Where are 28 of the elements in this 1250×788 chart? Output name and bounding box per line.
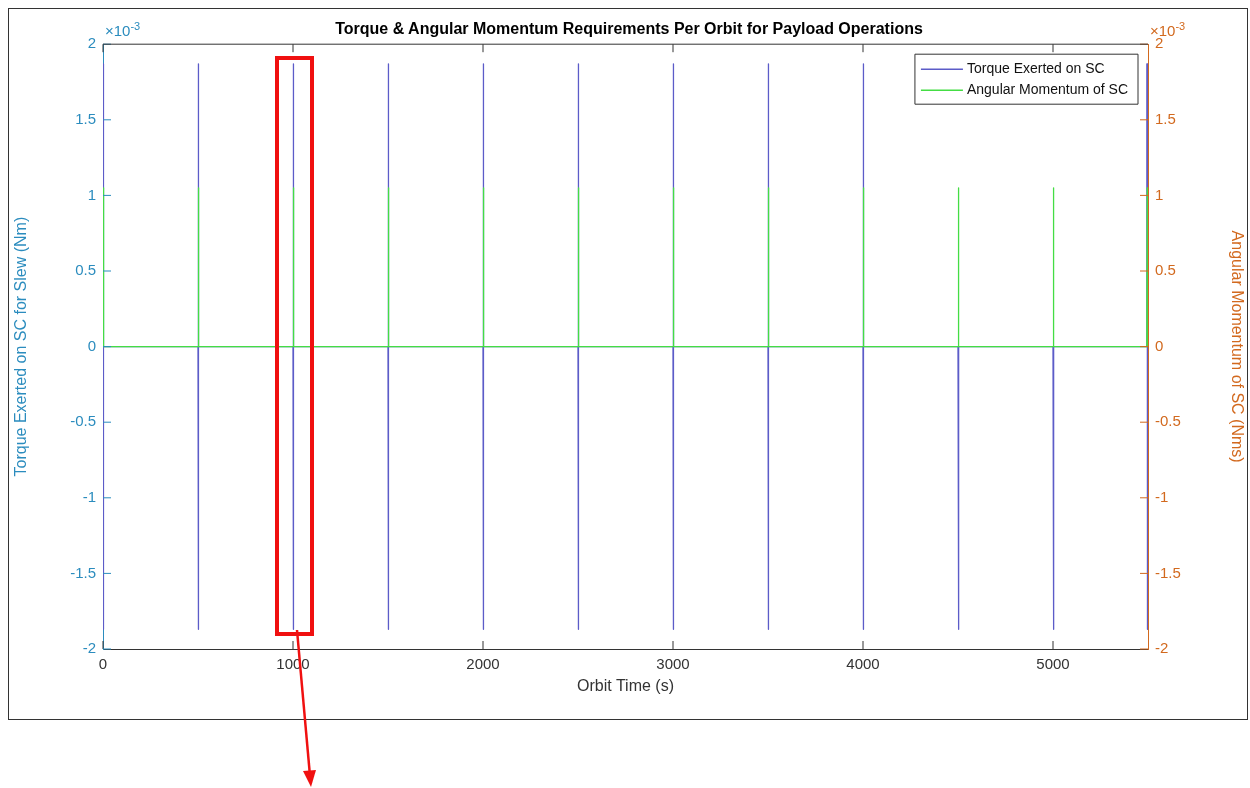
- y-tick-label: -0.5: [70, 412, 96, 430]
- y-axis-title: Torque Exerted on SC for Slew (Nm): [12, 216, 30, 477]
- y2-tick-label: 0: [1155, 336, 1164, 354]
- x-tick-label: 3000: [656, 655, 690, 673]
- y2-tick-label: 1: [1155, 185, 1164, 203]
- y2-tick-label: 0.5: [1155, 261, 1176, 279]
- y-tick-label: 1: [87, 185, 96, 203]
- y-tick-label: -2: [82, 639, 96, 657]
- x-tick-label: 2000: [466, 655, 500, 673]
- y-tick-label: 1.5: [75, 109, 96, 127]
- y-tick-label: -1.5: [70, 563, 96, 581]
- y-tick-label: 0.5: [75, 261, 96, 279]
- legend-label: Torque Exerted on SC: [966, 60, 1105, 77]
- legend-label: Angular Momentum of SC: [966, 81, 1129, 98]
- y2-tick-label: -1: [1155, 487, 1169, 505]
- y2-tick-label: -0.5: [1155, 412, 1181, 430]
- x-tick-label: 0: [98, 655, 108, 673]
- y2-tick-label: -2: [1155, 639, 1169, 657]
- x-tick-label: 5000: [1036, 655, 1070, 673]
- y2-axis-title: Angular Momentum of SC (Nms): [1228, 230, 1246, 463]
- y2-tick-label: 1.5: [1155, 109, 1176, 127]
- x-axis-title: Orbit Time (s): [577, 676, 674, 694]
- y-tick-label: 0: [87, 336, 96, 354]
- x-tick-label: 4000: [846, 655, 880, 673]
- y2-tick-label: -1.5: [1155, 563, 1181, 581]
- y-tick-label: 2: [87, 34, 96, 52]
- chart-title: Torque & Angular Momentum Requirements Per Orbit for Payload Operations: [335, 20, 923, 38]
- y-tick-label: -1: [82, 487, 96, 505]
